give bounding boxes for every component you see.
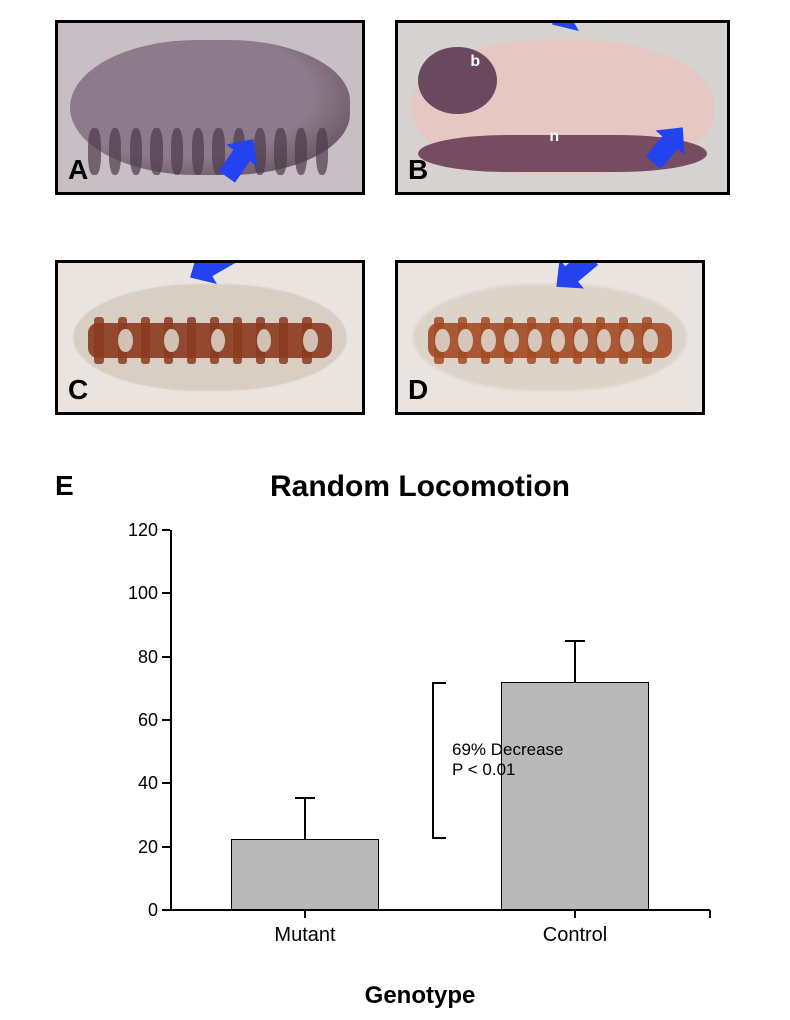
chart-ytick-label: 80 — [108, 647, 158, 668]
panel-b-label: B — [408, 154, 428, 186]
chart-bracket — [432, 682, 434, 839]
chart-bar — [501, 682, 650, 910]
chart-category-label: Mutant — [235, 924, 375, 947]
panel-d: D — [395, 260, 705, 415]
panel-b-inner-label-n: n — [549, 128, 559, 146]
chart-annotation: 69% Decrease P < 0.01 — [452, 740, 564, 780]
panel-b-inner-label-b: b — [470, 53, 480, 71]
panel-d-label: D — [408, 374, 428, 406]
chart-plot-area: 020406080100120MutantControl69% Decrease… — [170, 530, 710, 910]
chart-title: Random Locomotion — [90, 470, 750, 504]
pointer-arrow-icon — [549, 260, 599, 297]
panel-c: C — [55, 260, 365, 415]
pointer-arrow-icon — [185, 260, 235, 291]
pointer-arrow-icon — [643, 120, 693, 170]
chart-ytick-label: 40 — [108, 773, 158, 794]
locomotion-chart: Random Locomotion 020406080100120MutantC… — [90, 470, 750, 1010]
chart-category-label: Control — [505, 924, 645, 947]
panel-a-image — [58, 23, 362, 192]
chart-x-axis-title: Genotype — [90, 982, 750, 1010]
panel-a-label: A — [68, 154, 88, 186]
chart-ytick-label: 100 — [108, 583, 158, 604]
pointer-arrow-icon — [215, 133, 265, 183]
chart-ytick-label: 20 — [108, 837, 158, 858]
pointer-arrow-icon — [547, 20, 597, 38]
chart-ytick-label: 120 — [108, 520, 158, 541]
panel-e-label: E — [55, 470, 74, 502]
panel-c-label: C — [68, 374, 88, 406]
panel-d-image — [398, 263, 702, 412]
panel-a: A — [55, 20, 365, 195]
chart-ytick-label: 60 — [108, 710, 158, 731]
chart-ytick-label: 0 — [108, 900, 158, 921]
panel-b: bn B — [395, 20, 730, 195]
panel-c-image — [58, 263, 362, 412]
panel-b-image: bn — [398, 23, 727, 192]
chart-bar — [231, 839, 380, 910]
